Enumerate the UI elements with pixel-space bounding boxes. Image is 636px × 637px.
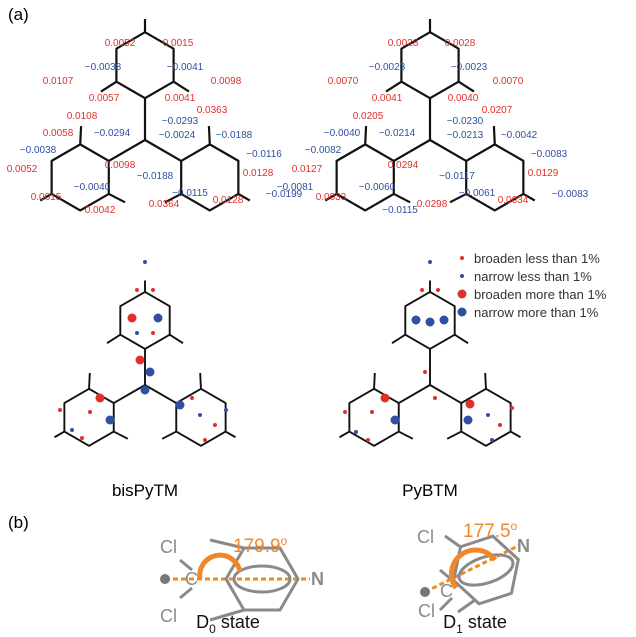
spin-density-label: 0.0070 [493, 76, 524, 87]
spin-density-label: −0.0041 [167, 62, 204, 73]
spin-density-label: −0.0293 [162, 116, 199, 127]
legend-label: narrow less than 1% [474, 269, 592, 284]
state-word: state [216, 612, 260, 632]
angle-degree: o [511, 519, 518, 533]
spin-density-label: −0.0040 [324, 128, 361, 139]
spin-density-label: −0.0081 [277, 182, 314, 193]
spin-density-label: 0.0098 [105, 160, 136, 171]
spin-density-label: −0.0042 [501, 130, 538, 141]
spin-density-label: −0.0214 [379, 128, 416, 139]
spin-density-label: −0.0038 [85, 62, 122, 73]
atom-label: C [185, 569, 198, 589]
atom-label: Cl [418, 601, 435, 621]
spin-density-label: −0.0115 [172, 188, 208, 199]
spin-density-label: −0.0294 [94, 128, 131, 139]
site-dots [58, 260, 514, 442]
spin-density-label: −0.0117 [439, 171, 475, 182]
spin-density-label: −0.0040 [74, 182, 111, 193]
legend-label: broaden more than 1% [474, 287, 607, 302]
spin-density-label: −0.0038 [20, 145, 57, 156]
state-label: D0 state [196, 612, 260, 636]
spin-density-label: −0.0083 [552, 189, 589, 200]
spin-density-label: 0.0108 [67, 111, 98, 122]
state-letter: D [196, 612, 209, 632]
spin-density-label: 0.0207 [482, 105, 513, 116]
spin-density-label: 0.0363 [197, 105, 228, 116]
spin-density-label: 0.0052 [105, 38, 136, 49]
spin-density-label: −0.0023 [369, 62, 406, 73]
legend-marker [460, 256, 464, 260]
spin-density-label: −0.0082 [305, 145, 342, 156]
legend-marker [457, 307, 467, 317]
spin-density-label: 0.0294 [388, 160, 419, 171]
atom-label: Cl [417, 527, 434, 547]
spin-density-label: 0.0042 [85, 205, 116, 216]
molecule-skeleton [36, 281, 255, 471]
spin-density-label: −0.0213 [447, 130, 484, 141]
spin-density-label: 0.0041 [165, 93, 196, 104]
spin-density-label: −0.0060 [359, 182, 396, 193]
atom-label: C [440, 581, 453, 601]
angle-degree: o [281, 534, 288, 548]
state-word: state [463, 612, 507, 632]
atom-label: Cl [160, 537, 177, 557]
spin-density-label: 0.0058 [43, 128, 74, 139]
spin-density-label: 0.0128 [213, 195, 244, 206]
legend-marker [457, 289, 467, 299]
legend-label: narrow more than 1% [474, 305, 599, 320]
fragment-d1 [420, 534, 521, 614]
molecule-name: bisPyTM [112, 481, 178, 500]
panel-label: (a) [8, 5, 29, 24]
molecule-name: PyBTM [402, 481, 458, 500]
spin-density-label: 0.0298 [417, 199, 448, 210]
state-letter: D [443, 612, 456, 632]
spin-density-label: 0.0070 [328, 76, 359, 87]
spin-density-label: 0.0057 [89, 93, 120, 104]
spin-density-label: 0.0127 [292, 164, 323, 175]
atom-label: N [517, 536, 530, 556]
spin-density-label: 0.0028 [388, 38, 419, 49]
spin-density-label: 0.0364 [149, 199, 180, 210]
spin-density-label: 0.0040 [448, 93, 479, 104]
spin-density-label: −0.0188 [216, 130, 253, 141]
angle-value: 179.9 [233, 536, 281, 557]
state-subscript: 1 [456, 622, 463, 636]
spin-density-label: −0.0188 [137, 171, 174, 182]
state-subscript: 0 [209, 622, 216, 636]
spin-density-label: 0.0129 [528, 168, 559, 179]
spin-density-label: 0.0034 [498, 195, 529, 206]
atom-label: Cl [160, 606, 177, 626]
legend-label: broaden less than 1% [474, 251, 600, 266]
spin-density-label: 0.0098 [211, 76, 242, 87]
angle-value: 177.5 [463, 521, 511, 542]
atom-label: N [311, 569, 324, 589]
spin-density-label: 0.0015 [31, 192, 62, 203]
spin-density-label: 0.0107 [43, 76, 74, 87]
spin-density-label: 0.0128 [243, 168, 274, 179]
spin-density-label: −0.0024 [159, 130, 196, 141]
spin-density-label: −0.0023 [451, 62, 488, 73]
spin-density-label: 0.0028 [445, 38, 476, 49]
spin-density-label: −0.0083 [531, 149, 568, 160]
spin-density-label: −0.0199 [266, 189, 303, 200]
spin-density-label: −0.0115 [382, 205, 418, 216]
angle-label: 177.5o [463, 519, 518, 542]
fragment-d0 [160, 538, 310, 622]
spin-density-label: 0.0015 [163, 38, 194, 49]
spin-density-label: 0.0052 [7, 164, 38, 175]
angle-label: 179.9o [233, 534, 288, 557]
panel-label: (b) [8, 513, 29, 532]
legend-marker [460, 274, 464, 278]
spin-density-label: 0.0041 [372, 93, 403, 104]
spin-density-label: 0.0205 [353, 111, 384, 122]
spin-density-label: 0.0033 [316, 192, 347, 203]
state-label: D1 state [443, 612, 507, 636]
spin-density-label: −0.0230 [447, 116, 484, 127]
spin-density-label: −0.0116 [246, 149, 282, 160]
spin-density-label: −0.0061 [459, 188, 496, 199]
